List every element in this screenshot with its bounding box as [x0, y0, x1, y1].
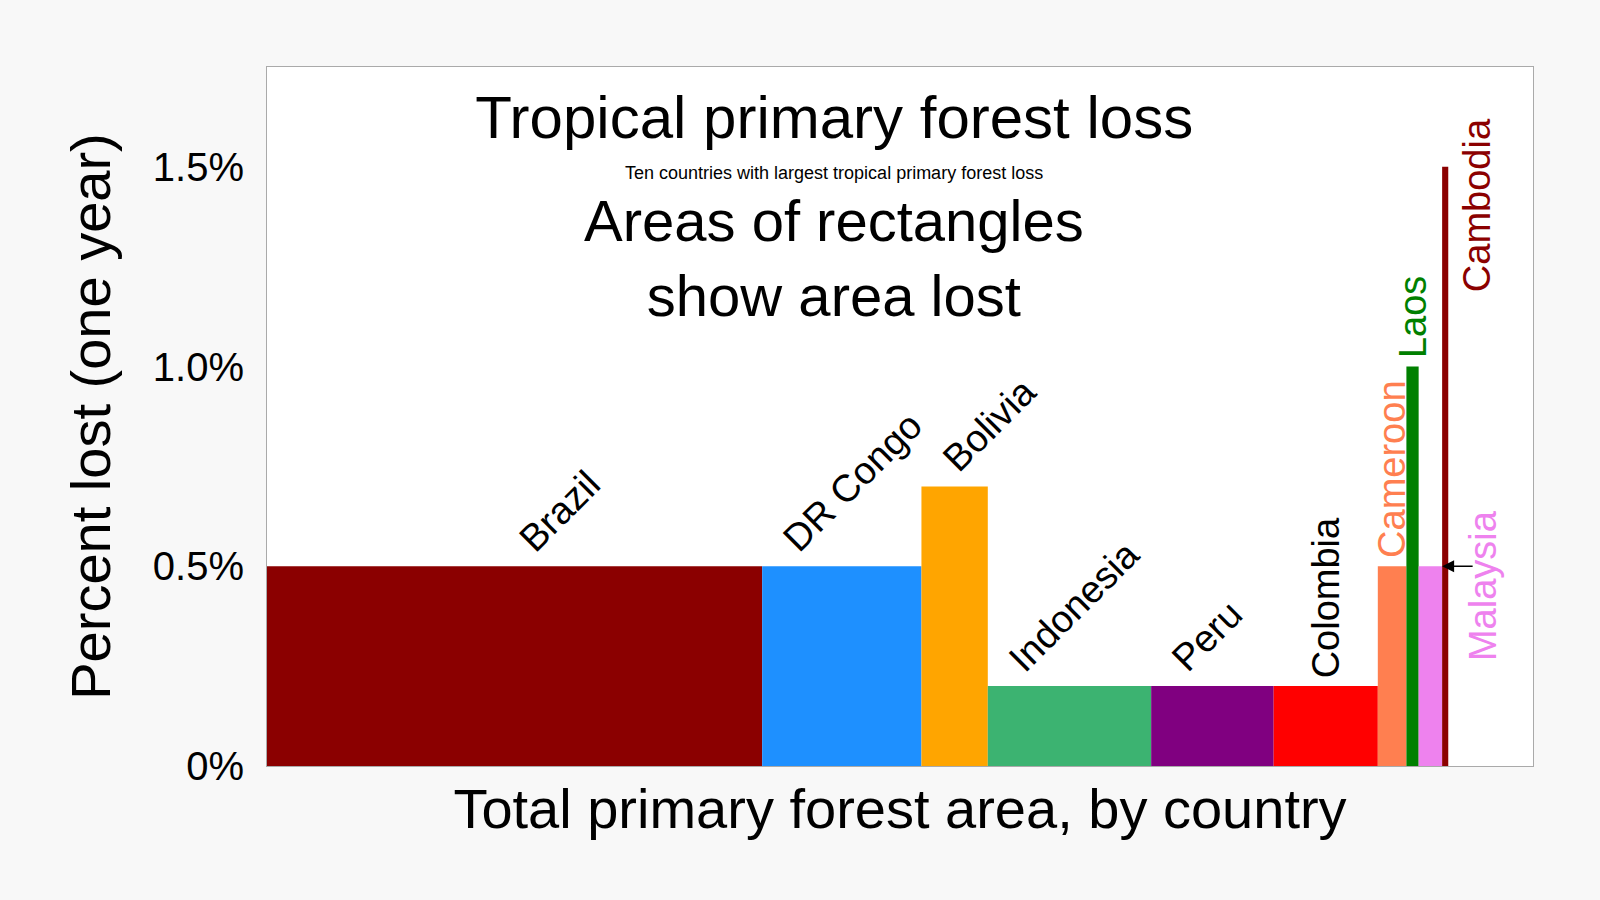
svg-text:Cambodia: Cambodia [1456, 118, 1498, 292]
svg-text:Ten countries with largest tro: Ten countries with largest tropical prim… [625, 163, 1043, 183]
svg-text:1.0%: 1.0% [153, 345, 244, 389]
svg-text:Malaysia: Malaysia [1462, 510, 1504, 661]
svg-text:Indonesia: Indonesia [1001, 533, 1148, 680]
svg-text:Cameroon: Cameroon [1371, 380, 1413, 557]
svg-text:Laos: Laos [1392, 276, 1434, 358]
svg-text:Bolivia: Bolivia [935, 370, 1044, 479]
svg-text:Brazil: Brazil [511, 463, 608, 560]
svg-text:Tropical primary forest loss: Tropical primary forest loss [475, 84, 1193, 151]
svg-text:DR Congo: DR Congo [775, 404, 930, 559]
svg-text:Peru: Peru [1164, 593, 1250, 679]
svg-text:Total primary forest area, by: Total primary forest area, by country [453, 777, 1346, 840]
svg-text:1.5%: 1.5% [153, 145, 244, 189]
svg-text:0%: 0% [186, 744, 244, 788]
svg-text:0.5%: 0.5% [153, 544, 244, 588]
svg-text:Areas of rectanglesshow area l: Areas of rectanglesshow area lost [584, 188, 1084, 328]
svg-text:Percent lost (one year): Percent lost (one year) [59, 133, 122, 699]
svg-text:Colombia: Colombia [1305, 517, 1347, 678]
